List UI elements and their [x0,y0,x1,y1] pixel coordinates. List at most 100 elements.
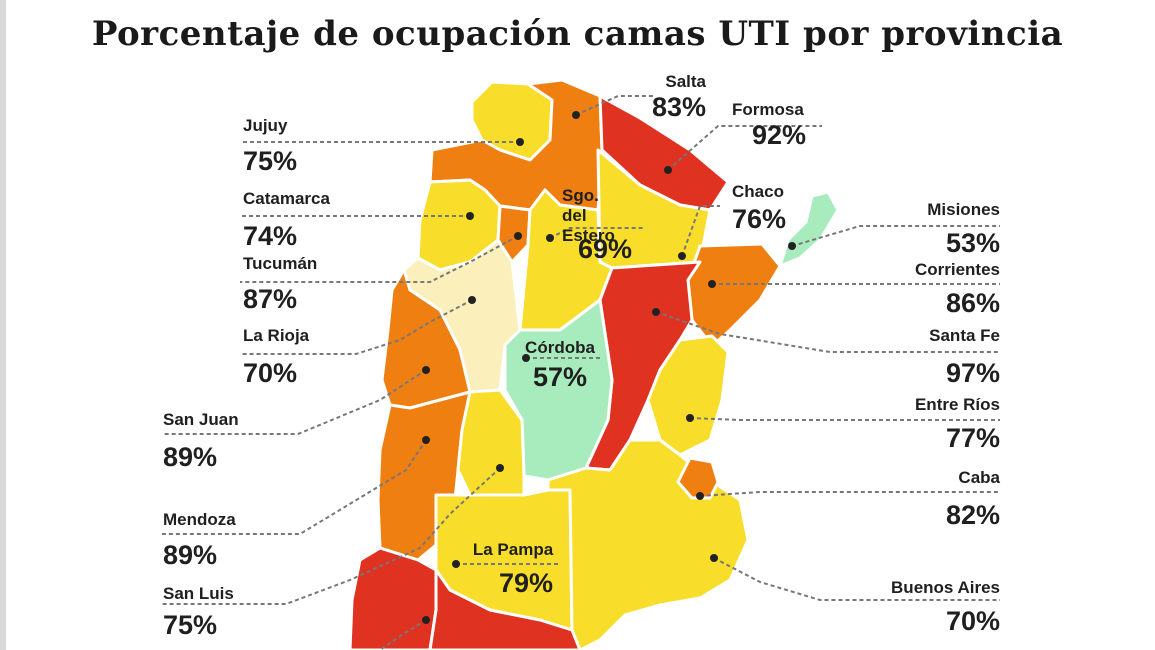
label-sgo-del-estero-name: Sgo. del Estero [562,186,615,245]
label-tucuman: Tucumán 87% [243,254,317,315]
label-misiones: Misiones 53% [860,200,1000,259]
label-san-juan-name: San Juan [163,410,239,429]
label-corrientes-value: 86% [945,288,1000,318]
dot-catamarca [466,212,474,220]
label-la-rioja-name: La Rioja [243,326,310,345]
label-cordoba-value: 57% [532,362,588,392]
label-santa-fe-value: 97% [945,358,1000,388]
label-salta-value: 83% [651,92,706,122]
dot-formosa [664,166,672,174]
label-catamarca-value: 74% [243,221,298,251]
dot-buenos-aires [710,554,718,562]
label-corrientes: Corrientes 86% [860,260,1000,319]
province-caba [676,456,720,500]
label-san-luis-name: San Luis [163,584,234,603]
dot-cordoba [522,354,530,362]
label-san-juan: San Juan 89% [163,410,239,473]
label-mendoza: Mendoza 89% [163,510,236,571]
province-entre-rios [646,334,730,457]
label-san-luis: San Luis 75% [163,584,234,641]
leader-salta [575,95,655,116]
leader-chaco [681,205,720,257]
label-caba: Caba 82% [860,468,1000,531]
label-buenos-aires-name: Buenos Aires [891,578,1000,597]
label-misiones-name: Misiones [927,200,1000,219]
label-jujuy: Jujuy 75% [243,116,297,177]
label-sgo-del-estero-pct: 69% [578,234,632,265]
chart-title: Porcentaje de ocupación camas UTI por pr… [91,14,1064,54]
dot-caba [696,492,704,500]
label-caba-value: 82% [945,500,1000,530]
dot-entre-rios [686,414,694,422]
leader-entre-rios [689,417,1000,421]
label-chaco-value: 76% [732,204,787,234]
label-mendoza-name: Mendoza [163,510,236,529]
label-formosa: Formosa 92% [732,100,806,151]
dot-santa-fe [652,308,660,316]
label-cordoba: Córdoba 57% [512,338,608,393]
dot-tucuman [514,232,522,240]
dot-salta [572,111,580,119]
label-tucuman-value: 87% [243,284,298,314]
dot-jujuy [516,138,524,146]
label-formosa-name: Formosa [732,100,804,119]
leader-neuquen [379,619,427,650]
dot-neuquen [422,616,430,624]
label-la-rioja: La Rioja 70% [243,326,309,389]
label-santa-fe: Santa Fe 97% [860,326,1000,389]
dot-san-luis [496,464,504,472]
dot-sgo-del-estero [546,234,554,242]
label-san-juan-value: 89% [163,442,218,472]
label-buenos-aires-value: 70% [945,606,1000,636]
label-catamarca: Catamarca 74% [243,189,330,252]
leader-buenos-aires [713,557,1000,601]
province-rio-negro [428,568,582,650]
label-santa-fe-name: Santa Fe [929,326,1000,345]
label-sgo-del-estero: Sgo. del Estero [562,186,626,246]
leader-sgo-del-estero [549,227,645,239]
label-entre-rios: Entre Ríos 77% [860,395,1000,454]
province-neuquen [348,546,438,650]
label-tucuman-name: Tucumán [243,254,318,273]
label-misiones-value: 53% [945,228,1000,258]
dot-la-rioja [468,296,476,304]
province-corrientes [686,242,782,348]
label-corrientes-name: Corrientes [914,260,1000,279]
dot-corrientes [708,280,716,288]
leader-la-rioja [240,299,473,355]
label-cordoba-name: Córdoba [525,338,595,357]
label-la-pampa-name: La Pampa [472,540,554,559]
label-chaco: Chaco 76% [732,182,786,235]
label-caba-name: Caba [958,468,1000,487]
label-entre-rios-name: Entre Ríos [914,395,1000,414]
leader-caba [699,491,1000,497]
label-chaco-name: Chaco [732,182,784,201]
label-jujuy-name: Jujuy [243,116,288,135]
label-catamarca-name: Catamarca [243,189,330,208]
leader-formosa [667,125,822,171]
label-formosa-value: 92% [752,120,807,150]
label-buenos-aires: Buenos Aires 70% [840,578,1000,637]
label-salta: Salta 83% [560,72,706,123]
province-chaco [596,148,712,270]
leader-misiones [791,225,1000,247]
label-mendoza-value: 89% [163,540,218,570]
leader-san-juan [162,369,427,435]
province-tucuman [496,204,532,264]
label-la-pampa: La Pampa 79% [460,540,566,599]
dot-misiones [788,242,796,250]
province-buenos-aires [546,438,750,650]
label-sgo-del-estero-value: 69% [578,234,633,264]
label-la-pampa-value: 79% [498,568,554,598]
dot-chaco [678,252,686,260]
label-entre-rios-value: 77% [945,423,1000,453]
leader-san-luis [162,467,501,605]
label-san-luis-value: 75% [163,610,218,640]
label-jujuy-value: 75% [243,146,298,176]
dot-san-juan [422,366,430,374]
dot-mendoza [422,436,430,444]
dot-la-pampa [452,560,460,568]
label-la-rioja-value: 70% [243,358,298,388]
